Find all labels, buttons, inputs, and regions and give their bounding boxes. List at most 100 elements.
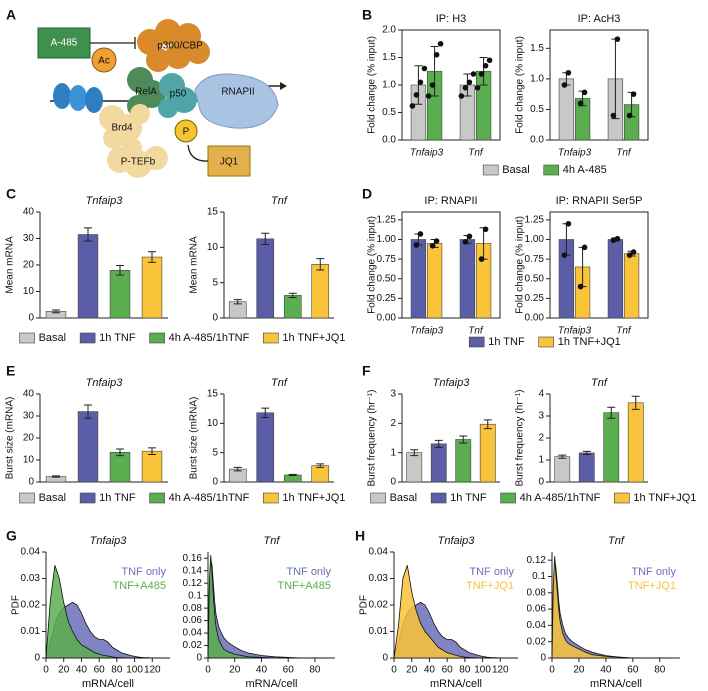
legend-swatch [19,332,35,344]
legend-label: TNF only [121,566,166,578]
y-axis-label: Fold change (% input) [515,216,526,314]
chart-title: Tnfaip3 [86,195,124,207]
y-tick-label: 10 [207,418,219,429]
bar [623,253,640,319]
ptefb-shape [107,138,168,178]
y-tick-label: 1.5 [530,43,544,54]
x-tick-label: 40 [600,665,612,676]
legend-label: 4h A-485/1hTNF [169,332,250,344]
x-tick-label: Tnf [468,326,484,337]
x-tick-label: 0 [549,665,555,676]
x-tick-label: 40 [256,665,268,676]
legend-swatch [614,492,630,504]
y-tick-label: 0.0 [382,135,396,146]
y-tick-label: 0.25 [525,293,545,304]
legend-swatch [370,492,386,504]
chart-title: IP: RNAPII [424,195,477,207]
y-tick-label: 0 [212,477,218,488]
x-axis-label: mRNA/cell [246,678,298,690]
y-tick-label: 10 [207,242,219,253]
legend: 1h TNF 1h TNF+JQ1 [468,336,621,348]
panel-label: B [362,7,372,23]
bar [430,443,447,483]
x-tick-label: Tnfaip3 [410,326,444,337]
label: p50 [170,89,187,100]
y-tick-label: 30 [23,411,35,422]
x-tick-label: 20 [406,665,418,676]
y-tick-label: 5 [212,277,218,288]
label: P-TEFb [121,157,156,168]
error-bar [558,454,567,459]
y-tick-label: 1.5 [382,52,396,63]
x-tick-label: 40 [76,665,88,676]
y-tick-label: 0 [390,477,396,488]
y-tick-label: 0.12 [183,578,203,589]
y-tick-label: 10 [23,286,35,297]
bar [256,238,275,319]
data-point [433,238,440,244]
x-tick-label: 20 [58,665,70,676]
error-bar [148,251,156,263]
panel-label: A [6,7,16,23]
error-bar [316,463,325,468]
y-tick-label: 0.03 [369,573,389,584]
y-tick-label: 0.5 [530,104,544,115]
x-tick-label: 80 [654,665,666,676]
x-tick-label: 60 [442,665,454,676]
y-tick-label: 2.0 [382,25,396,36]
legend-label: TNF+A485 [113,580,167,592]
error-bar [288,473,297,477]
jq1-box [207,145,251,177]
legend-label: TNF+A485 [278,580,332,592]
data-point [626,252,633,258]
x-tick-label: Tnf [468,148,484,159]
data-point [478,71,485,77]
y-axis-label: Fold change (% input) [367,36,378,134]
error-bar [434,439,443,448]
bar [77,411,99,483]
legend-swatch [149,492,165,504]
error-bar [116,448,124,457]
y-tick-label: 0.02 [21,600,41,611]
y-tick-label: 0.0 [530,135,544,146]
x-tick-label: 60 [283,665,295,676]
y-tick-label: 0.04 [369,547,389,558]
data-point [409,103,416,109]
legend-label: 1h TNF [488,336,525,348]
bar [607,239,624,319]
y-axis-label: Fold change (% input) [515,36,526,134]
legend-swatch [543,164,560,176]
legend-label: 1h TNF [99,332,136,344]
y-tick-label: 0.04 [21,547,41,558]
legend-label: TNF+JQ1 [466,580,514,592]
y-tick-label: 0.01 [369,626,389,637]
y-tick-label: 0.00 [377,313,397,324]
error-bar [410,449,419,457]
y-axis-label: Fold change (% input) [367,216,378,314]
x-tick-label: Tnfaip3 [410,148,444,159]
data-point [581,244,588,251]
panel-label: F [362,363,371,379]
legend-label: Basal [502,164,530,176]
bar [141,256,163,319]
x-tick-label: 80 [111,665,123,676]
bar [256,412,275,483]
bar [426,243,443,319]
x-tick-label: Tnfaip3 [558,148,592,159]
bar [406,452,423,483]
data-point [482,226,489,233]
x-tick-label: 0 [205,665,211,676]
nucleosome [85,87,103,113]
density-area [393,565,518,659]
x-tick-label: 0 [43,665,49,676]
chart-title: IP: H3 [436,13,467,25]
data-point [433,51,440,58]
data-point [421,65,428,72]
error-bar [52,475,60,478]
legend-label: 1h TNF [99,492,136,504]
legend: Basal 1h TNF 4h A-485/1hTNF 1h TNF+JQ1 [19,492,345,504]
bar [410,239,427,319]
y-tick-label: 0.06 [183,615,203,626]
brd4-shape [99,104,150,149]
